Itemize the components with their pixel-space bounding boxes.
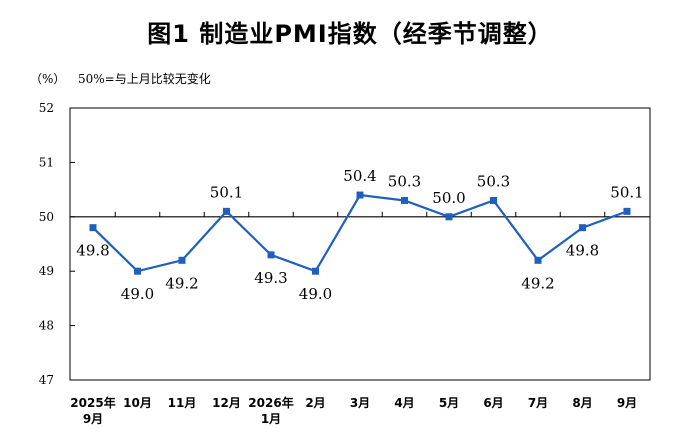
x-tick-label: 5月 xyxy=(439,396,459,410)
x-tick-label: 3月 xyxy=(350,396,370,410)
x-tick-label: 11月 xyxy=(168,396,197,410)
data-label: 50.4 xyxy=(343,167,376,185)
x-tick-label: 6月 xyxy=(483,396,503,410)
plot-area-frame xyxy=(69,107,651,381)
data-point-marker xyxy=(178,256,186,264)
data-label: 49.3 xyxy=(254,269,287,287)
x-tick-label: 9月 xyxy=(617,396,637,410)
data-label: 50.3 xyxy=(477,172,510,190)
x-tick-label: 2026年 1月 xyxy=(248,395,293,426)
data-point-marker xyxy=(534,256,542,264)
data-point-marker xyxy=(312,267,319,275)
data-label: 49.0 xyxy=(121,285,154,303)
data-point-marker xyxy=(401,196,408,204)
pmi-series-line xyxy=(92,193,628,273)
x-tick-label: 7月 xyxy=(528,396,548,410)
data-label: 49.2 xyxy=(521,274,554,292)
data-label: 49.8 xyxy=(566,242,599,260)
data-label: 50.0 xyxy=(432,189,465,207)
y-unit-label: （%） xyxy=(30,72,66,86)
chart-title: 图1 制造业PMI指数（经季节调整） xyxy=(147,20,553,48)
y-axis: 47 48 49 50 51 52 xyxy=(39,101,75,387)
x-tick-label: 8月 xyxy=(572,396,592,410)
data-point-marker xyxy=(356,191,364,199)
data-label: 50.1 xyxy=(610,183,643,201)
data-label: 49.0 xyxy=(299,285,332,303)
x-tick-label: 2月 xyxy=(305,396,325,410)
data-label: 50.3 xyxy=(388,172,421,190)
pmi-series-markers xyxy=(89,191,631,275)
y-tick-label: 49 xyxy=(39,264,54,278)
y-tick-label: 51 xyxy=(39,155,54,169)
data-label: 50.1 xyxy=(210,183,243,201)
y-tick-label: 47 xyxy=(39,373,54,387)
data-label: 49.8 xyxy=(76,242,109,260)
data-point-marker xyxy=(579,224,586,232)
data-point-marker xyxy=(445,213,453,221)
reference-note: 50%=与上月比较无变化 xyxy=(78,72,211,86)
y-tick-label: 50 xyxy=(39,210,54,224)
data-point-marker xyxy=(223,207,230,215)
x-tick-label: 4月 xyxy=(394,396,414,410)
data-point-marker xyxy=(490,196,497,204)
x-axis: 2025年 9月 10月 11月 12月 2026年 1月 2月 3月 4月 5月 6月 7月 8月 9月 xyxy=(70,211,637,426)
data-label: 49.2 xyxy=(165,274,198,292)
y-tick-label: 48 xyxy=(39,319,54,333)
x-tick-label: 12月 xyxy=(212,396,241,410)
data-point-marker xyxy=(134,267,141,275)
data-labels: 49.8 49.0 49.2 50.1 49.3 49.0 50.4 50.3 50.0 50.3… xyxy=(76,167,643,303)
data-point-marker xyxy=(89,224,97,232)
data-point-marker xyxy=(623,207,631,215)
data-point-marker xyxy=(267,251,275,259)
y-tick-label: 52 xyxy=(39,101,54,115)
x-tick-label: 2025年 9月 xyxy=(70,395,115,426)
x-tick-label: 10月 xyxy=(123,396,152,410)
